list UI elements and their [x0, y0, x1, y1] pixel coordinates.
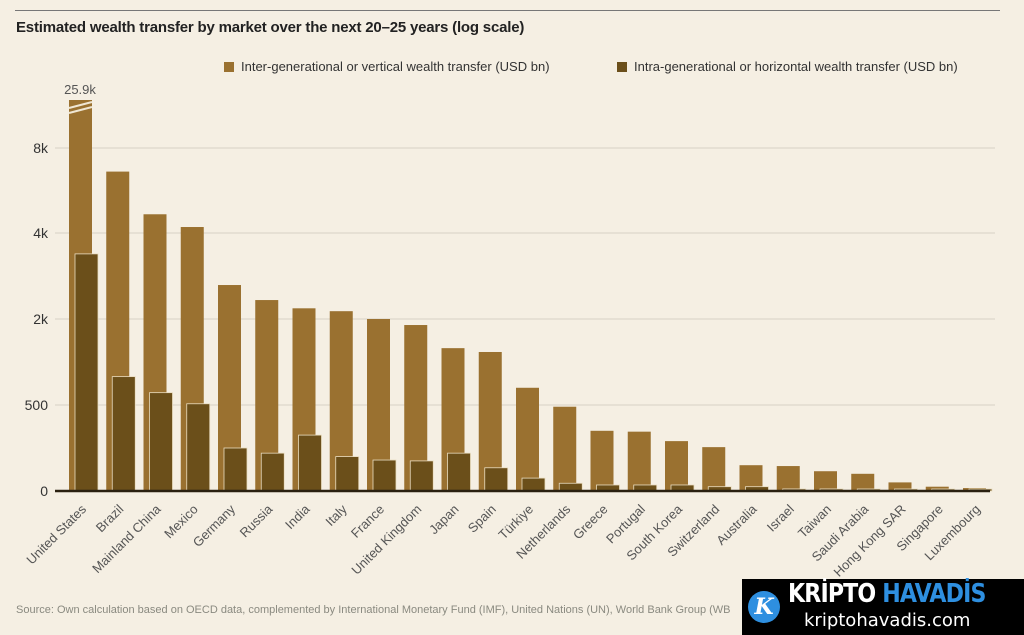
legend-label-inter: Inter-generational or vertical wealth tr… — [241, 59, 550, 74]
legend-swatch-inter — [224, 61, 234, 72]
bar-inter — [590, 430, 614, 491]
bar-inter — [776, 466, 800, 491]
bar-intra — [447, 452, 471, 492]
x-tick-label: Mainland China — [89, 501, 164, 576]
watermark-logo-icon: K — [748, 591, 780, 623]
chart-title: Estimated wealth transfer by market over… — [16, 19, 525, 36]
bar-inter — [627, 431, 651, 491]
watermark: K KRİPTO HAVADİS kriptohavadis.com — [742, 579, 1024, 635]
x-tick-label: Brazil — [93, 501, 127, 535]
y-tick-label: 8k — [33, 140, 49, 156]
watermark-brand-b: HAVADİS — [882, 579, 986, 609]
bar-intra — [484, 467, 509, 492]
bar-intra — [335, 456, 360, 492]
axis-break-mark — [68, 106, 93, 114]
bar-inter — [888, 482, 912, 491]
legend-item-inter: Inter-generational or vertical wealth tr… — [224, 59, 550, 74]
bar-intra — [74, 253, 99, 492]
x-tick-label: Italy — [322, 501, 350, 529]
source-note: Source: Own calculation based on OECD da… — [16, 604, 731, 616]
bar-inter — [329, 311, 353, 491]
bar-intra — [260, 452, 285, 492]
bar-inter — [665, 441, 688, 491]
top-rule — [15, 10, 1000, 11]
bar-intra — [521, 477, 546, 492]
x-tick-label: Israel — [764, 501, 797, 534]
x-tick-label: Spain — [465, 502, 499, 536]
y-tick-label: 4k — [33, 225, 49, 241]
bar-inter — [218, 285, 241, 491]
legend-label-intra: Intra-generational or horizontal wealth … — [634, 59, 958, 74]
bar-intra — [223, 447, 248, 492]
bar-inter — [553, 406, 577, 491]
bar-intra — [111, 376, 136, 492]
y-tick-label: 500 — [25, 397, 49, 413]
watermark-brand-a: KRİPTO — [788, 579, 876, 609]
x-tick-label: India — [282, 501, 313, 532]
bar-inter — [851, 473, 875, 491]
bar-intra — [298, 434, 322, 492]
bar-intra — [186, 403, 211, 492]
bar-annotation: 25.9k — [64, 82, 96, 97]
legend-swatch-intra — [617, 61, 627, 72]
x-tick-label: Russia — [237, 501, 276, 540]
x-tick-label: United Kingdom — [348, 502, 424, 578]
bar-intra — [372, 459, 397, 492]
x-tick-label: United States — [23, 501, 89, 567]
bar-inter — [516, 387, 539, 491]
bar-intra — [149, 392, 173, 492]
x-tick-label: Japan — [426, 502, 462, 538]
watermark-url: kriptohavadis.com — [804, 610, 971, 631]
bar-intra — [409, 460, 434, 492]
bar-inter — [255, 300, 279, 491]
y-tick-label: 2k — [33, 311, 49, 327]
x-tick-label: Australia — [713, 501, 760, 548]
bar-inter — [404, 325, 428, 491]
watermark-brand: KRİPTO HAVADİS — [788, 579, 986, 609]
bar-inter — [478, 351, 502, 491]
bar-inter — [367, 319, 390, 491]
bar-inter — [739, 465, 763, 491]
bar-inter — [814, 471, 837, 491]
y-tick-label: 0 — [40, 483, 48, 499]
axis-break-mark — [68, 101, 93, 109]
legend-item-intra: Intra-generational or horizontal wealth … — [617, 59, 958, 74]
bar-inter — [702, 447, 726, 491]
